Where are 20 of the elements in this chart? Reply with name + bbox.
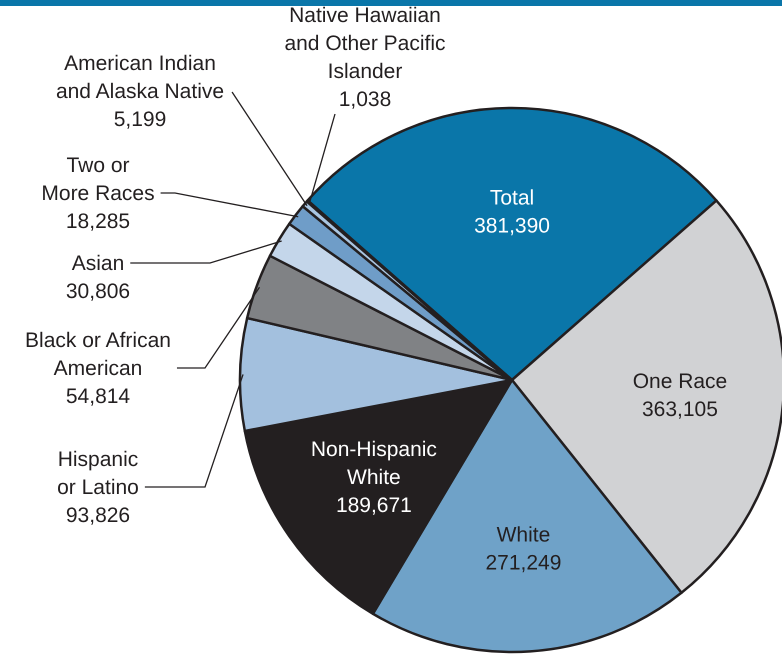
data-label: 30,806 — [66, 280, 130, 303]
slice-label: One Race — [632, 370, 728, 393]
data-label: 5,199 — [114, 108, 166, 131]
slice-label: American Indian and Alaska Native — [56, 52, 224, 103]
slice-label: White — [496, 523, 550, 546]
slice-label: Non-Hispanic White — [310, 438, 437, 489]
data-label: 93,826 — [66, 504, 130, 527]
slice-label: Black or African American — [25, 329, 171, 380]
data-label: 1,038 — [338, 88, 392, 111]
slice-label: Two or More Races — [41, 154, 155, 205]
data-label: 363,105 — [642, 398, 718, 421]
slice-label: Native Hawaiian and Other Pacific Islander — [284, 4, 446, 83]
data-label: 381,390 — [474, 214, 550, 238]
data-label: 18,285 — [66, 210, 130, 233]
data-label: 271,249 — [485, 551, 562, 574]
data-label: 189,671 — [336, 494, 412, 517]
slice-label: Hispanic or Latino — [57, 448, 139, 499]
data-label: 54,814 — [66, 385, 130, 408]
slice-label: Asian — [72, 252, 124, 275]
slice-label: Total — [490, 186, 534, 210]
